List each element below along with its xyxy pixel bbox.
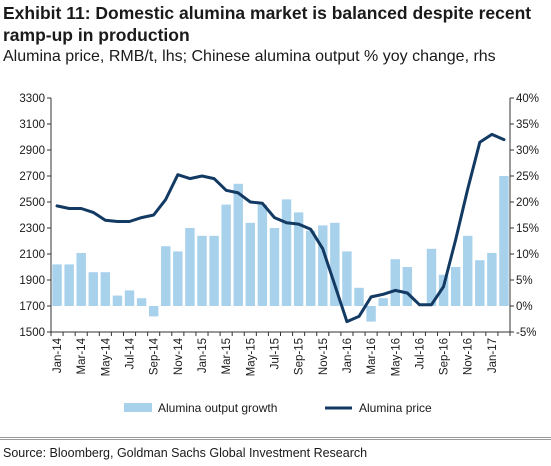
x-tick-label: Sep-14 bbox=[149, 337, 161, 375]
x-tick-label: May-16 bbox=[390, 338, 402, 376]
x-tick-label: Nov-16 bbox=[463, 338, 475, 375]
bar bbox=[390, 259, 400, 306]
axes bbox=[47, 97, 514, 336]
bar bbox=[354, 287, 364, 306]
line-series bbox=[55, 132, 506, 324]
right-tick-label: 30% bbox=[516, 145, 539, 157]
price-line bbox=[55, 132, 506, 324]
right-tick-label: 20% bbox=[516, 197, 539, 209]
bar bbox=[269, 228, 280, 306]
bar bbox=[342, 251, 352, 306]
source-note: Source: Bloomberg, Goldman Sachs Global … bbox=[3, 446, 368, 460]
footer-rule-2 bbox=[0, 439, 551, 440]
left-tick-label: 3300 bbox=[19, 93, 45, 105]
bar bbox=[197, 235, 207, 306]
bar bbox=[221, 204, 231, 306]
x-tick-label: Mar-14 bbox=[76, 337, 88, 374]
bar bbox=[426, 248, 437, 306]
bar bbox=[318, 225, 328, 306]
bar bbox=[257, 204, 268, 306]
x-tick-label: Mar-16 bbox=[366, 338, 378, 374]
bar bbox=[148, 306, 159, 317]
bar bbox=[233, 183, 243, 306]
bar bbox=[185, 228, 195, 306]
left-tick-label: 1900 bbox=[19, 275, 45, 287]
bar bbox=[124, 290, 135, 306]
bar bbox=[281, 199, 292, 306]
x-tick-label: Jan-17 bbox=[487, 338, 499, 373]
bar bbox=[475, 260, 485, 306]
left-tick-label: 2100 bbox=[19, 249, 45, 261]
right-tick-label: 15% bbox=[516, 223, 539, 235]
right-tick-label: 40% bbox=[516, 93, 539, 105]
bar-series bbox=[52, 176, 509, 322]
bar bbox=[173, 251, 183, 306]
bar bbox=[499, 176, 509, 306]
bar bbox=[330, 222, 340, 306]
x-tick-label: Nov-15 bbox=[318, 338, 330, 375]
x-tick-label: Sep-15 bbox=[294, 338, 306, 375]
right-tick-label: 35% bbox=[516, 119, 539, 131]
bar bbox=[52, 264, 62, 306]
x-tick-label: Jan-15 bbox=[197, 338, 209, 373]
legend-label-bar: Alumina output growth bbox=[158, 401, 277, 415]
x-tick-label: Jul-16 bbox=[414, 338, 426, 369]
x-tick-label: Jul-15 bbox=[269, 338, 281, 369]
bar bbox=[64, 264, 74, 306]
left-tick-label: 2500 bbox=[19, 197, 45, 209]
right-tick-label: 25% bbox=[516, 171, 539, 183]
chart-subtitle: Alumina price, RMB/t, lhs; Chinese alumi… bbox=[3, 48, 496, 65]
left-tick-label: 2300 bbox=[19, 223, 45, 235]
x-tick-label: Mar-15 bbox=[221, 338, 233, 374]
bar bbox=[136, 298, 147, 306]
bar bbox=[402, 267, 413, 306]
right-tick-label: 10% bbox=[516, 249, 539, 261]
left-tick-label: 1500 bbox=[19, 327, 45, 339]
right-tick-label: 5% bbox=[516, 275, 533, 287]
right-tick-label: -5% bbox=[516, 327, 536, 339]
bar bbox=[76, 252, 86, 306]
x-tick-label: Jan-14 bbox=[52, 337, 64, 373]
bar bbox=[366, 306, 376, 322]
legend: Alumina output growth Alumina price bbox=[124, 401, 432, 415]
bar bbox=[450, 267, 461, 306]
legend-label-line: Alumina price bbox=[359, 401, 432, 415]
chart-title: Exhibit 11: Domestic alumina market is b… bbox=[3, 3, 532, 45]
tick-labels: 1500 1700 1900 2100 2300 2500 2700 2900 3100 3300… bbox=[19, 93, 539, 376]
x-tick-label: Sep-16 bbox=[439, 338, 451, 375]
bar bbox=[378, 298, 388, 306]
bar bbox=[463, 235, 473, 306]
x-tick-label: May-14 bbox=[100, 337, 112, 376]
right-tick-label: 0% bbox=[516, 301, 533, 313]
footer-rule bbox=[0, 437, 551, 438]
left-tick-label: 3100 bbox=[19, 119, 45, 131]
left-tick-label: 2900 bbox=[19, 145, 45, 157]
bar bbox=[161, 246, 171, 306]
bar bbox=[100, 272, 111, 306]
bar bbox=[487, 252, 497, 306]
x-tick-label: Jul-14 bbox=[125, 337, 137, 369]
x-tick-label: Nov-14 bbox=[173, 337, 185, 375]
x-tick-label: Jan-16 bbox=[342, 338, 354, 373]
bar bbox=[305, 230, 316, 306]
bar bbox=[112, 295, 123, 306]
bar bbox=[88, 272, 98, 306]
legend-swatch-bar bbox=[124, 403, 152, 412]
x-tick-label: May-15 bbox=[245, 338, 257, 376]
bar bbox=[245, 222, 256, 306]
left-tick-label: 1700 bbox=[19, 301, 45, 313]
bar bbox=[293, 212, 304, 306]
left-tick-label: 2700 bbox=[19, 171, 45, 183]
bar bbox=[438, 274, 449, 306]
bar bbox=[209, 235, 219, 306]
